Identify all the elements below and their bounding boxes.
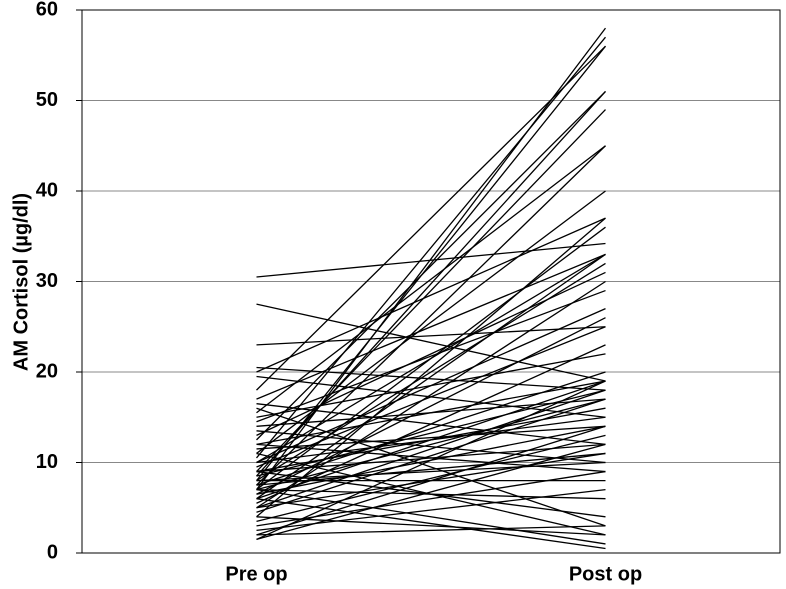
series-line bbox=[256, 308, 606, 464]
series-line bbox=[256, 326, 606, 346]
series-line bbox=[256, 317, 606, 495]
series-line bbox=[255, 27, 607, 491]
series-line bbox=[256, 45, 606, 391]
series-line bbox=[256, 344, 606, 504]
series-line bbox=[256, 242, 606, 278]
y-tick-label: 40 bbox=[36, 179, 58, 201]
series-line bbox=[256, 516, 606, 536]
series-line bbox=[256, 91, 606, 477]
series-line bbox=[256, 461, 606, 482]
series-line bbox=[256, 389, 606, 477]
series-line bbox=[256, 145, 606, 486]
y-tick-label: 30 bbox=[36, 270, 58, 292]
x-tick-label: Pre op bbox=[225, 563, 287, 585]
series-line bbox=[256, 389, 606, 509]
y-tick-label: 50 bbox=[36, 89, 58, 111]
series-line bbox=[256, 452, 606, 536]
series-line bbox=[256, 145, 606, 414]
series-line bbox=[256, 489, 606, 545]
series-line bbox=[256, 303, 606, 382]
series-line bbox=[256, 398, 606, 513]
series-line bbox=[256, 380, 606, 446]
x-tick-label: Post op bbox=[569, 563, 642, 585]
y-tick-label: 60 bbox=[36, 0, 58, 20]
series-line bbox=[256, 289, 606, 423]
series-line bbox=[256, 407, 606, 473]
series-line bbox=[256, 525, 606, 536]
series-line bbox=[256, 271, 606, 436]
series-line bbox=[256, 366, 606, 391]
series-line bbox=[256, 407, 606, 527]
y-tick-label: 20 bbox=[36, 360, 58, 382]
y-axis-title: AM Cortisol (µg/dl) bbox=[10, 193, 32, 371]
series-line bbox=[256, 253, 606, 400]
series-line bbox=[256, 398, 606, 491]
series-line bbox=[256, 190, 606, 454]
series-line bbox=[256, 253, 606, 500]
plot-frame bbox=[81, 9, 781, 554]
series-line bbox=[256, 443, 606, 541]
series-line bbox=[256, 443, 606, 473]
y-tick-label: 0 bbox=[47, 541, 58, 563]
series-line bbox=[256, 326, 606, 468]
series-line bbox=[256, 380, 606, 541]
series-line bbox=[256, 90, 606, 441]
series-line bbox=[255, 36, 607, 459]
series-line bbox=[256, 430, 606, 464]
series-line bbox=[256, 452, 606, 486]
y-tick-label: 10 bbox=[36, 451, 58, 473]
series-line bbox=[256, 498, 606, 550]
series-line bbox=[256, 226, 606, 491]
series-line bbox=[256, 217, 606, 373]
series-line bbox=[256, 280, 606, 509]
series-line bbox=[256, 425, 606, 536]
